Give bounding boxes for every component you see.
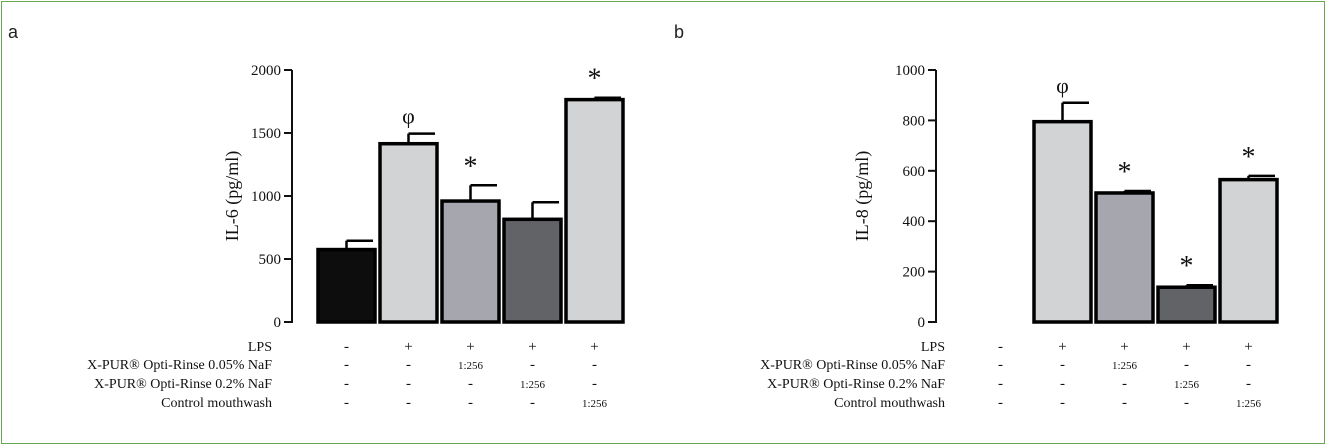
condition-cell: - bbox=[530, 357, 535, 373]
bar bbox=[564, 97, 625, 324]
y-tick-label: 400 bbox=[903, 214, 926, 230]
significance-mark: * bbox=[1242, 142, 1256, 173]
condition-cell: - bbox=[1246, 357, 1251, 373]
y-tick-label: 600 bbox=[903, 164, 926, 180]
condition-cell: - bbox=[406, 357, 411, 373]
condition-cell: - bbox=[468, 376, 473, 392]
condition-cell: - bbox=[1122, 376, 1127, 392]
bar bbox=[440, 199, 501, 324]
y-tick-label: 0 bbox=[918, 315, 926, 331]
condition-cell: - bbox=[1122, 395, 1127, 411]
condition-cell: + bbox=[1244, 339, 1252, 355]
condition-cell: - bbox=[344, 395, 349, 411]
significance-mark: φ bbox=[402, 104, 415, 129]
bar bbox=[1156, 285, 1217, 324]
condition-cell: - bbox=[1246, 376, 1251, 392]
condition-cell: - bbox=[998, 339, 1003, 355]
condition-cell: + bbox=[404, 339, 412, 355]
bar bbox=[378, 141, 439, 324]
condition-label: X-PUR® Opti-Rinse 0.2% NaF bbox=[94, 377, 272, 392]
condition-label: Control mouthwash bbox=[161, 396, 272, 411]
condition-cell: - bbox=[1060, 357, 1065, 373]
y-tick-label: 500 bbox=[259, 252, 282, 268]
condition-cell: + bbox=[1120, 339, 1128, 355]
condition-cell: 1:256 bbox=[582, 398, 608, 410]
y-tick-label: 200 bbox=[903, 265, 926, 281]
y-tick-label: 1500 bbox=[251, 126, 281, 142]
condition-cell: - bbox=[406, 376, 411, 392]
condition-label: X-PUR® Opti-Rinse 0.05% NaF bbox=[87, 358, 272, 373]
significance-mark: * bbox=[464, 151, 478, 182]
condition-cell: - bbox=[1060, 376, 1065, 392]
condition-cell: - bbox=[530, 395, 535, 411]
condition-cell: 1:256 bbox=[520, 379, 546, 391]
condition-cell: - bbox=[468, 395, 473, 411]
significance-mark: * bbox=[1180, 251, 1194, 282]
condition-cell: - bbox=[592, 376, 597, 392]
condition-label: X-PUR® Opti-Rinse 0.05% NaF bbox=[760, 358, 945, 373]
bar bbox=[316, 247, 377, 324]
y-tick-label: 1000 bbox=[251, 189, 281, 205]
condition-label: X-PUR® Opti-Rinse 0.2% NaF bbox=[767, 377, 945, 392]
condition-label: LPS bbox=[921, 340, 945, 355]
bar bbox=[1094, 191, 1155, 324]
chart-b: 0 200 400 600 800 1000 IL-8 (pg/ml) φ * * * LPS - + + +… bbox=[760, 63, 1279, 411]
condition-label: LPS bbox=[248, 340, 272, 355]
condition-cell: - bbox=[998, 357, 1003, 373]
condition-cell: - bbox=[344, 339, 349, 355]
condition-label: Control mouthwash bbox=[834, 396, 945, 411]
bar bbox=[1218, 177, 1279, 324]
condition-cell: - bbox=[998, 376, 1003, 392]
significance-mark: * bbox=[588, 64, 602, 95]
condition-cell: - bbox=[592, 357, 597, 373]
y-axis-label: IL-6 (pg/ml) bbox=[222, 151, 243, 241]
y-tick-label: 1000 bbox=[895, 63, 925, 79]
y-tick-label: 0 bbox=[274, 315, 282, 331]
chart-a: 0 500 1000 1500 2000 IL-6 (pg/ml) φ * * LPS - + + + + X… bbox=[87, 63, 625, 411]
y-tick-label: 2000 bbox=[251, 63, 281, 79]
panel-label-b: b bbox=[674, 22, 685, 42]
condition-cell: - bbox=[1060, 395, 1065, 411]
condition-cell: - bbox=[344, 376, 349, 392]
condition-cell: - bbox=[1184, 395, 1189, 411]
bar bbox=[502, 217, 563, 324]
condition-cell: 1:256 bbox=[1174, 379, 1200, 391]
significance-mark: * bbox=[1118, 157, 1132, 188]
condition-cell: 1:256 bbox=[458, 360, 484, 372]
condition-cell: 1:256 bbox=[1112, 360, 1138, 372]
significance-mark: φ bbox=[1056, 73, 1069, 98]
condition-cell: - bbox=[1184, 357, 1189, 373]
condition-cell: + bbox=[590, 339, 598, 355]
condition-cell: - bbox=[998, 395, 1003, 411]
condition-cell: - bbox=[406, 395, 411, 411]
bar bbox=[1032, 119, 1093, 324]
condition-cell: + bbox=[466, 339, 474, 355]
condition-cell: 1:256 bbox=[1236, 398, 1262, 410]
condition-cell: + bbox=[528, 339, 536, 355]
condition-cell: + bbox=[1058, 339, 1066, 355]
panel-label-a: a bbox=[8, 22, 19, 42]
condition-cell: - bbox=[344, 357, 349, 373]
condition-cell: + bbox=[1182, 339, 1190, 355]
y-tick-label: 800 bbox=[903, 113, 926, 129]
y-axis-label: IL-8 (pg/ml) bbox=[852, 151, 873, 241]
